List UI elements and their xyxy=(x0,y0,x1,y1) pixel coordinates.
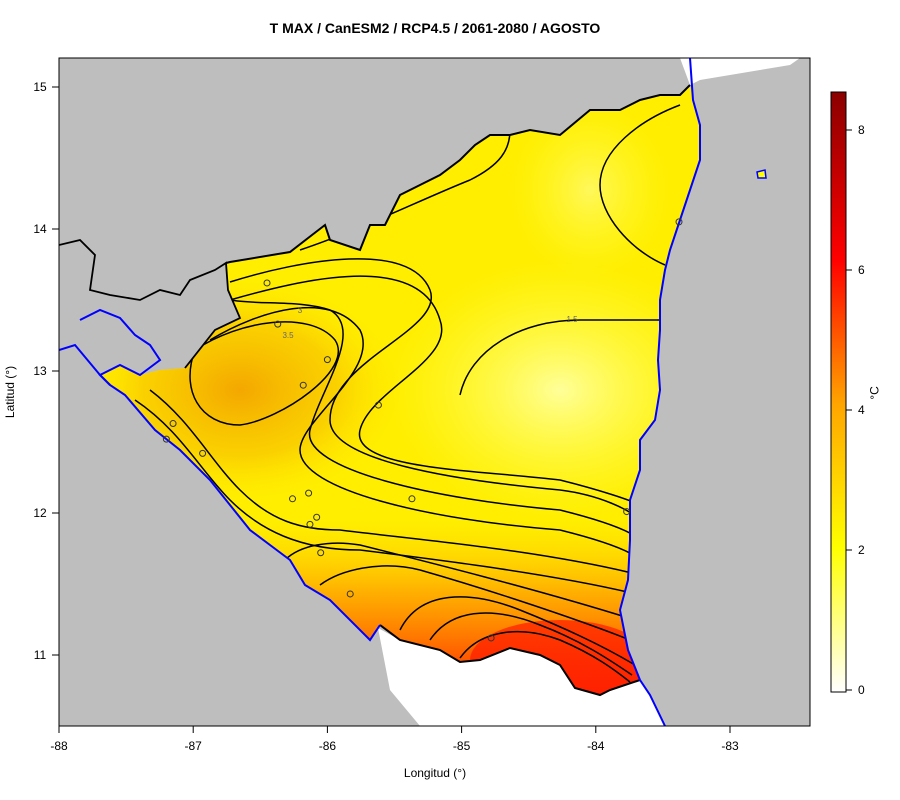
station-marker xyxy=(263,279,271,287)
pacific-ocean-white xyxy=(378,628,665,726)
station-marker xyxy=(306,520,314,528)
y-tick-label: 12 xyxy=(33,506,47,520)
colorbar-gradient xyxy=(830,91,847,693)
cayos-islands xyxy=(756,169,767,179)
colorbar-unit: °C xyxy=(867,386,882,400)
colorbar-tick-label: 2 xyxy=(858,543,865,557)
station-marker xyxy=(162,435,170,443)
station-marker xyxy=(487,634,495,642)
x-tick-label: -86 xyxy=(319,739,337,753)
station-marker xyxy=(274,320,282,328)
caribbean-coastline xyxy=(618,58,701,726)
contour-label: 1.5 xyxy=(566,315,578,324)
station-marker xyxy=(408,495,416,503)
station-marker xyxy=(317,549,325,557)
y-tick-label: 13 xyxy=(33,364,47,378)
y-axis-label: Latitud (°) xyxy=(3,365,17,419)
station-marker xyxy=(199,449,207,457)
y-axis: 11 12 13 14 15 xyxy=(33,80,60,662)
y-tick-label: 15 xyxy=(33,80,47,94)
colorbar-tick-label: 4 xyxy=(858,403,865,417)
x-tick-label: -87 xyxy=(185,739,203,753)
x-axis: -88 -87 -86 -85 -84 -83 xyxy=(50,725,739,753)
station-marker xyxy=(346,590,354,598)
station-marker xyxy=(623,508,631,516)
y-tick-label: 11 xyxy=(34,648,47,662)
x-tick-label: -88 xyxy=(50,739,68,753)
x-tick-label: -83 xyxy=(721,739,739,753)
station-marker xyxy=(169,420,177,428)
station-marker xyxy=(299,381,307,389)
contour-lines xyxy=(134,104,681,683)
map-area xyxy=(59,58,810,726)
gulf-coastline xyxy=(79,308,162,386)
x-tick-label: -85 xyxy=(453,739,471,753)
contour-label: 3 xyxy=(298,306,303,315)
colorbar-tick-label: 6 xyxy=(858,263,865,277)
station-marker xyxy=(675,218,683,226)
caribbean-sea-white xyxy=(680,58,800,85)
colorbar-tick-label: 0 xyxy=(858,683,865,697)
station-marker xyxy=(313,513,321,521)
colorbar: 0 2 4 6 8 xyxy=(830,91,865,697)
station-marker xyxy=(323,356,331,364)
stations-layer xyxy=(162,218,683,642)
contour-label: 3.5 xyxy=(282,331,294,340)
southern-border xyxy=(379,624,641,697)
station-marker xyxy=(374,401,382,409)
honduras-border xyxy=(59,239,242,369)
map-title: T MAX / CanESM2 / RCP4.5 / 2061-2080 / A… xyxy=(269,20,601,36)
x-axis-label: Longitud (°) xyxy=(403,766,467,780)
station-marker xyxy=(289,495,297,503)
country-border xyxy=(225,84,691,264)
colorbar-tick-label: 8 xyxy=(858,123,865,137)
y-tick-label: 14 xyxy=(33,222,47,236)
x-tick-label: -84 xyxy=(587,739,605,753)
station-marker xyxy=(305,489,313,497)
